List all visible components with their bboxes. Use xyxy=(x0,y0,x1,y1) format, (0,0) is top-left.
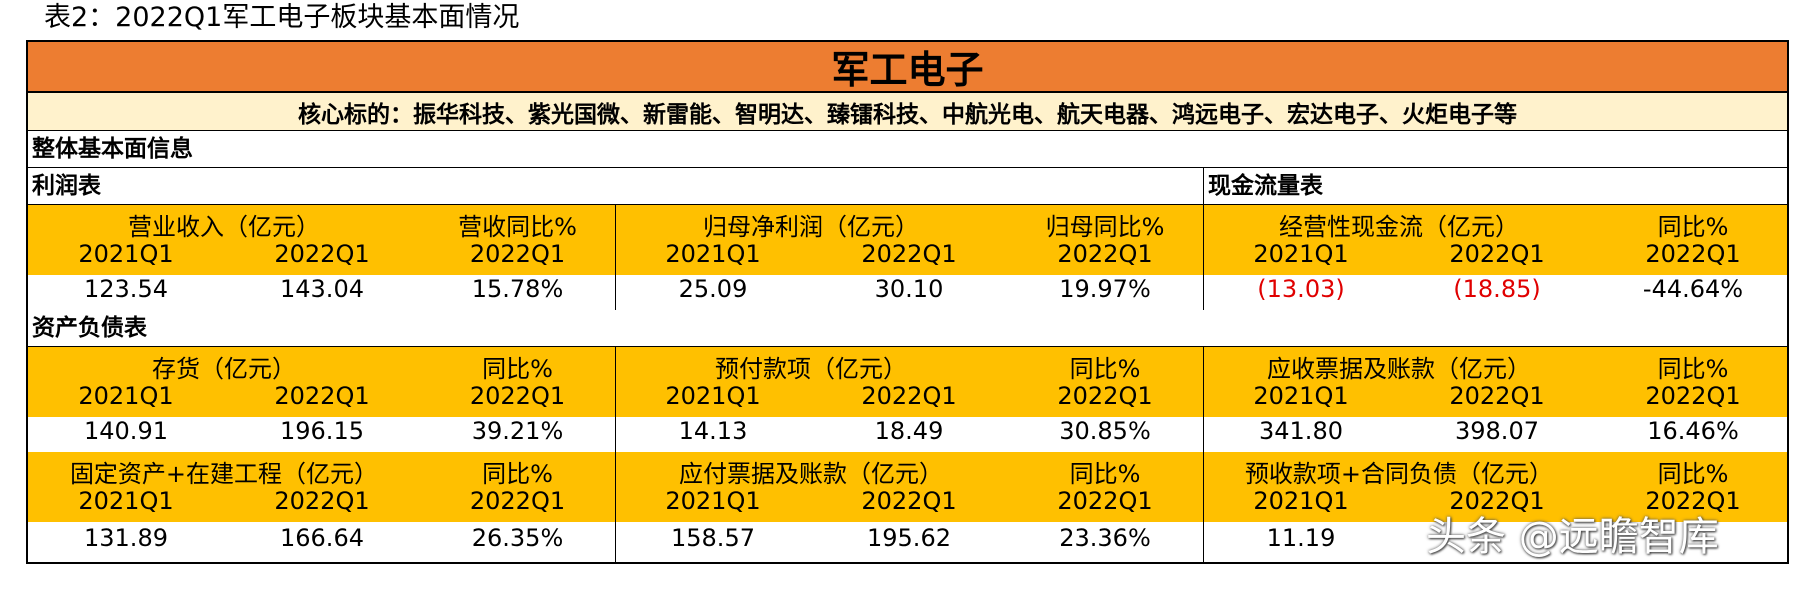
value-cell: 14.13 xyxy=(678,417,748,445)
value-cell: 25.09 xyxy=(678,275,748,303)
yoy-header: 同比% xyxy=(482,460,553,488)
quarter-label: 2022Q1 xyxy=(1645,487,1741,515)
quarter-label: 2022Q1 xyxy=(1645,382,1741,410)
quarter-label: 2021Q1 xyxy=(665,382,761,410)
payables-header: 应付票据及账款（亿元） xyxy=(679,460,943,488)
fixed-assets-header: 固定资产+在建工程（亿元） xyxy=(69,460,379,488)
quarter-label: 2022Q1 xyxy=(1449,487,1545,515)
income-block: 营业收入（亿元） 营收同比% 归母净利润（亿元） 归母同比% 经营性现金流（亿元… xyxy=(28,205,1787,311)
value-cell: 16.46% xyxy=(1647,417,1739,445)
inventory-header: 存货（亿元） xyxy=(152,355,296,383)
revenue-yoy-header: 营收同比% xyxy=(458,213,577,241)
quarter-label: 2022Q1 xyxy=(861,240,957,268)
value-cell: 398.07 xyxy=(1455,417,1539,445)
quarter-label: 2022Q1 xyxy=(1645,240,1741,268)
quarter-label: 2021Q1 xyxy=(78,240,174,268)
overall-label: 整体基本面信息 xyxy=(32,136,193,162)
balance-section-header: 资产负债表 xyxy=(28,310,1787,347)
value-cell: 341.80 xyxy=(1259,417,1343,445)
table-caption: 表2：2022Q1军工电子板块基本面情况 xyxy=(44,2,520,33)
yoy-header: 同比% xyxy=(1657,460,1729,488)
yoy-header: 同比% xyxy=(1069,460,1141,488)
quarter-label: 2022Q1 xyxy=(861,487,957,515)
fundamentals-table: 军工电子 核心标的：振华科技、紫光国微、新雷能、智明达、臻镭科技、中航光电、航天… xyxy=(26,40,1789,564)
quarter-label: 2021Q1 xyxy=(1253,382,1349,410)
value-cell: -44.64% xyxy=(1642,275,1744,303)
profit-header: 归母净利润（亿元） xyxy=(703,213,919,241)
table-title: 军工电子 xyxy=(28,42,1787,93)
quarter-label: 2021Q1 xyxy=(665,487,761,515)
prepayments-header: 预付款项（亿元） xyxy=(715,355,907,383)
quarter-label: 2021Q1 xyxy=(78,382,174,410)
value-cell: 166.64 xyxy=(280,524,364,552)
watermark: 头条 @远瞻智库 xyxy=(1426,514,1719,560)
ocf-yoy-header: 同比% xyxy=(1657,213,1729,241)
value-cell: 143.04 xyxy=(280,275,364,303)
quarter-label: 2022Q1 xyxy=(1449,382,1545,410)
value-cell: 23.36% xyxy=(1059,524,1151,552)
receivables-header: 应收票据及账款（亿元） xyxy=(1267,355,1531,383)
cashflow-statement-label: 现金流量表 xyxy=(1203,168,1323,204)
balance-block-1: 存货（亿元） 同比% 预付款项（亿元） 同比% 应收票据及账款（亿元） 同比% … xyxy=(28,347,1787,452)
yoy-header: 同比% xyxy=(1657,355,1729,383)
quarter-label: 2022Q1 xyxy=(274,382,370,410)
quarter-label: 2022Q1 xyxy=(469,487,566,515)
value-cell: 123.54 xyxy=(84,275,168,303)
quarter-label: 2021Q1 xyxy=(1253,240,1349,268)
quarter-label: 2022Q1 xyxy=(1057,487,1153,515)
income-section-header: 利润表 现金流量表 xyxy=(28,168,1787,205)
quarter-label: 2022Q1 xyxy=(1057,240,1153,268)
advance-receipts-header: 预收款项+合同负债（亿元） xyxy=(1244,460,1554,488)
value-cell-negative: (13.03) xyxy=(1257,275,1345,303)
value-cell: 18.49 xyxy=(874,417,944,445)
quarter-label: 2022Q1 xyxy=(274,240,370,268)
value-cell: 158.57 xyxy=(671,524,755,552)
value-cell: 140.91 xyxy=(84,417,168,445)
value-cell: 26.35% xyxy=(471,524,564,552)
value-cell: 195.62 xyxy=(867,524,951,552)
value-cell: 19.97% xyxy=(1059,275,1151,303)
value-cell: 131.89 xyxy=(84,524,168,552)
balance-block-2: 固定资产+在建工程（亿元） 同比% 应付票据及账款（亿元） 同比% 预收款项+合… xyxy=(28,452,1787,562)
ocf-header: 经营性现金流（亿元） xyxy=(1279,213,1519,241)
quarter-label: 2021Q1 xyxy=(665,240,761,268)
value-cell: 196.15 xyxy=(280,417,364,445)
income-statement-label: 利润表 xyxy=(32,173,101,199)
core-targets: 核心标的：振华科技、紫光国微、新雷能、智明达、臻镭科技、中航光电、航天电器、鸿远… xyxy=(28,93,1787,131)
yoy-header: 同比% xyxy=(1069,355,1141,383)
quarter-label: 2022Q1 xyxy=(1449,240,1545,268)
value-cell: 11.19 xyxy=(1266,524,1336,552)
yoy-header: 同比% xyxy=(482,355,553,383)
revenue-header: 营业收入（亿元） xyxy=(128,213,320,241)
quarter-label: 2022Q1 xyxy=(469,240,566,268)
value-cell: 39.21% xyxy=(471,417,564,445)
overall-section-label: 整体基本面信息 xyxy=(28,131,1787,168)
value-cell: 30.85% xyxy=(1059,417,1151,445)
balance-sheet-label: 资产负债表 xyxy=(32,315,147,341)
value-cell-negative: (18.85) xyxy=(1453,275,1541,303)
value-cell: 30.10 xyxy=(874,275,944,303)
quarter-label: 2022Q1 xyxy=(469,382,566,410)
value-cell: 15.78% xyxy=(471,275,564,303)
quarter-label: 2022Q1 xyxy=(274,487,370,515)
quarter-label: 2022Q1 xyxy=(861,382,957,410)
quarter-label: 2021Q1 xyxy=(78,487,174,515)
quarter-label: 2022Q1 xyxy=(1057,382,1153,410)
quarter-label: 2021Q1 xyxy=(1253,487,1349,515)
profit-yoy-header: 归母同比% xyxy=(1045,213,1165,241)
